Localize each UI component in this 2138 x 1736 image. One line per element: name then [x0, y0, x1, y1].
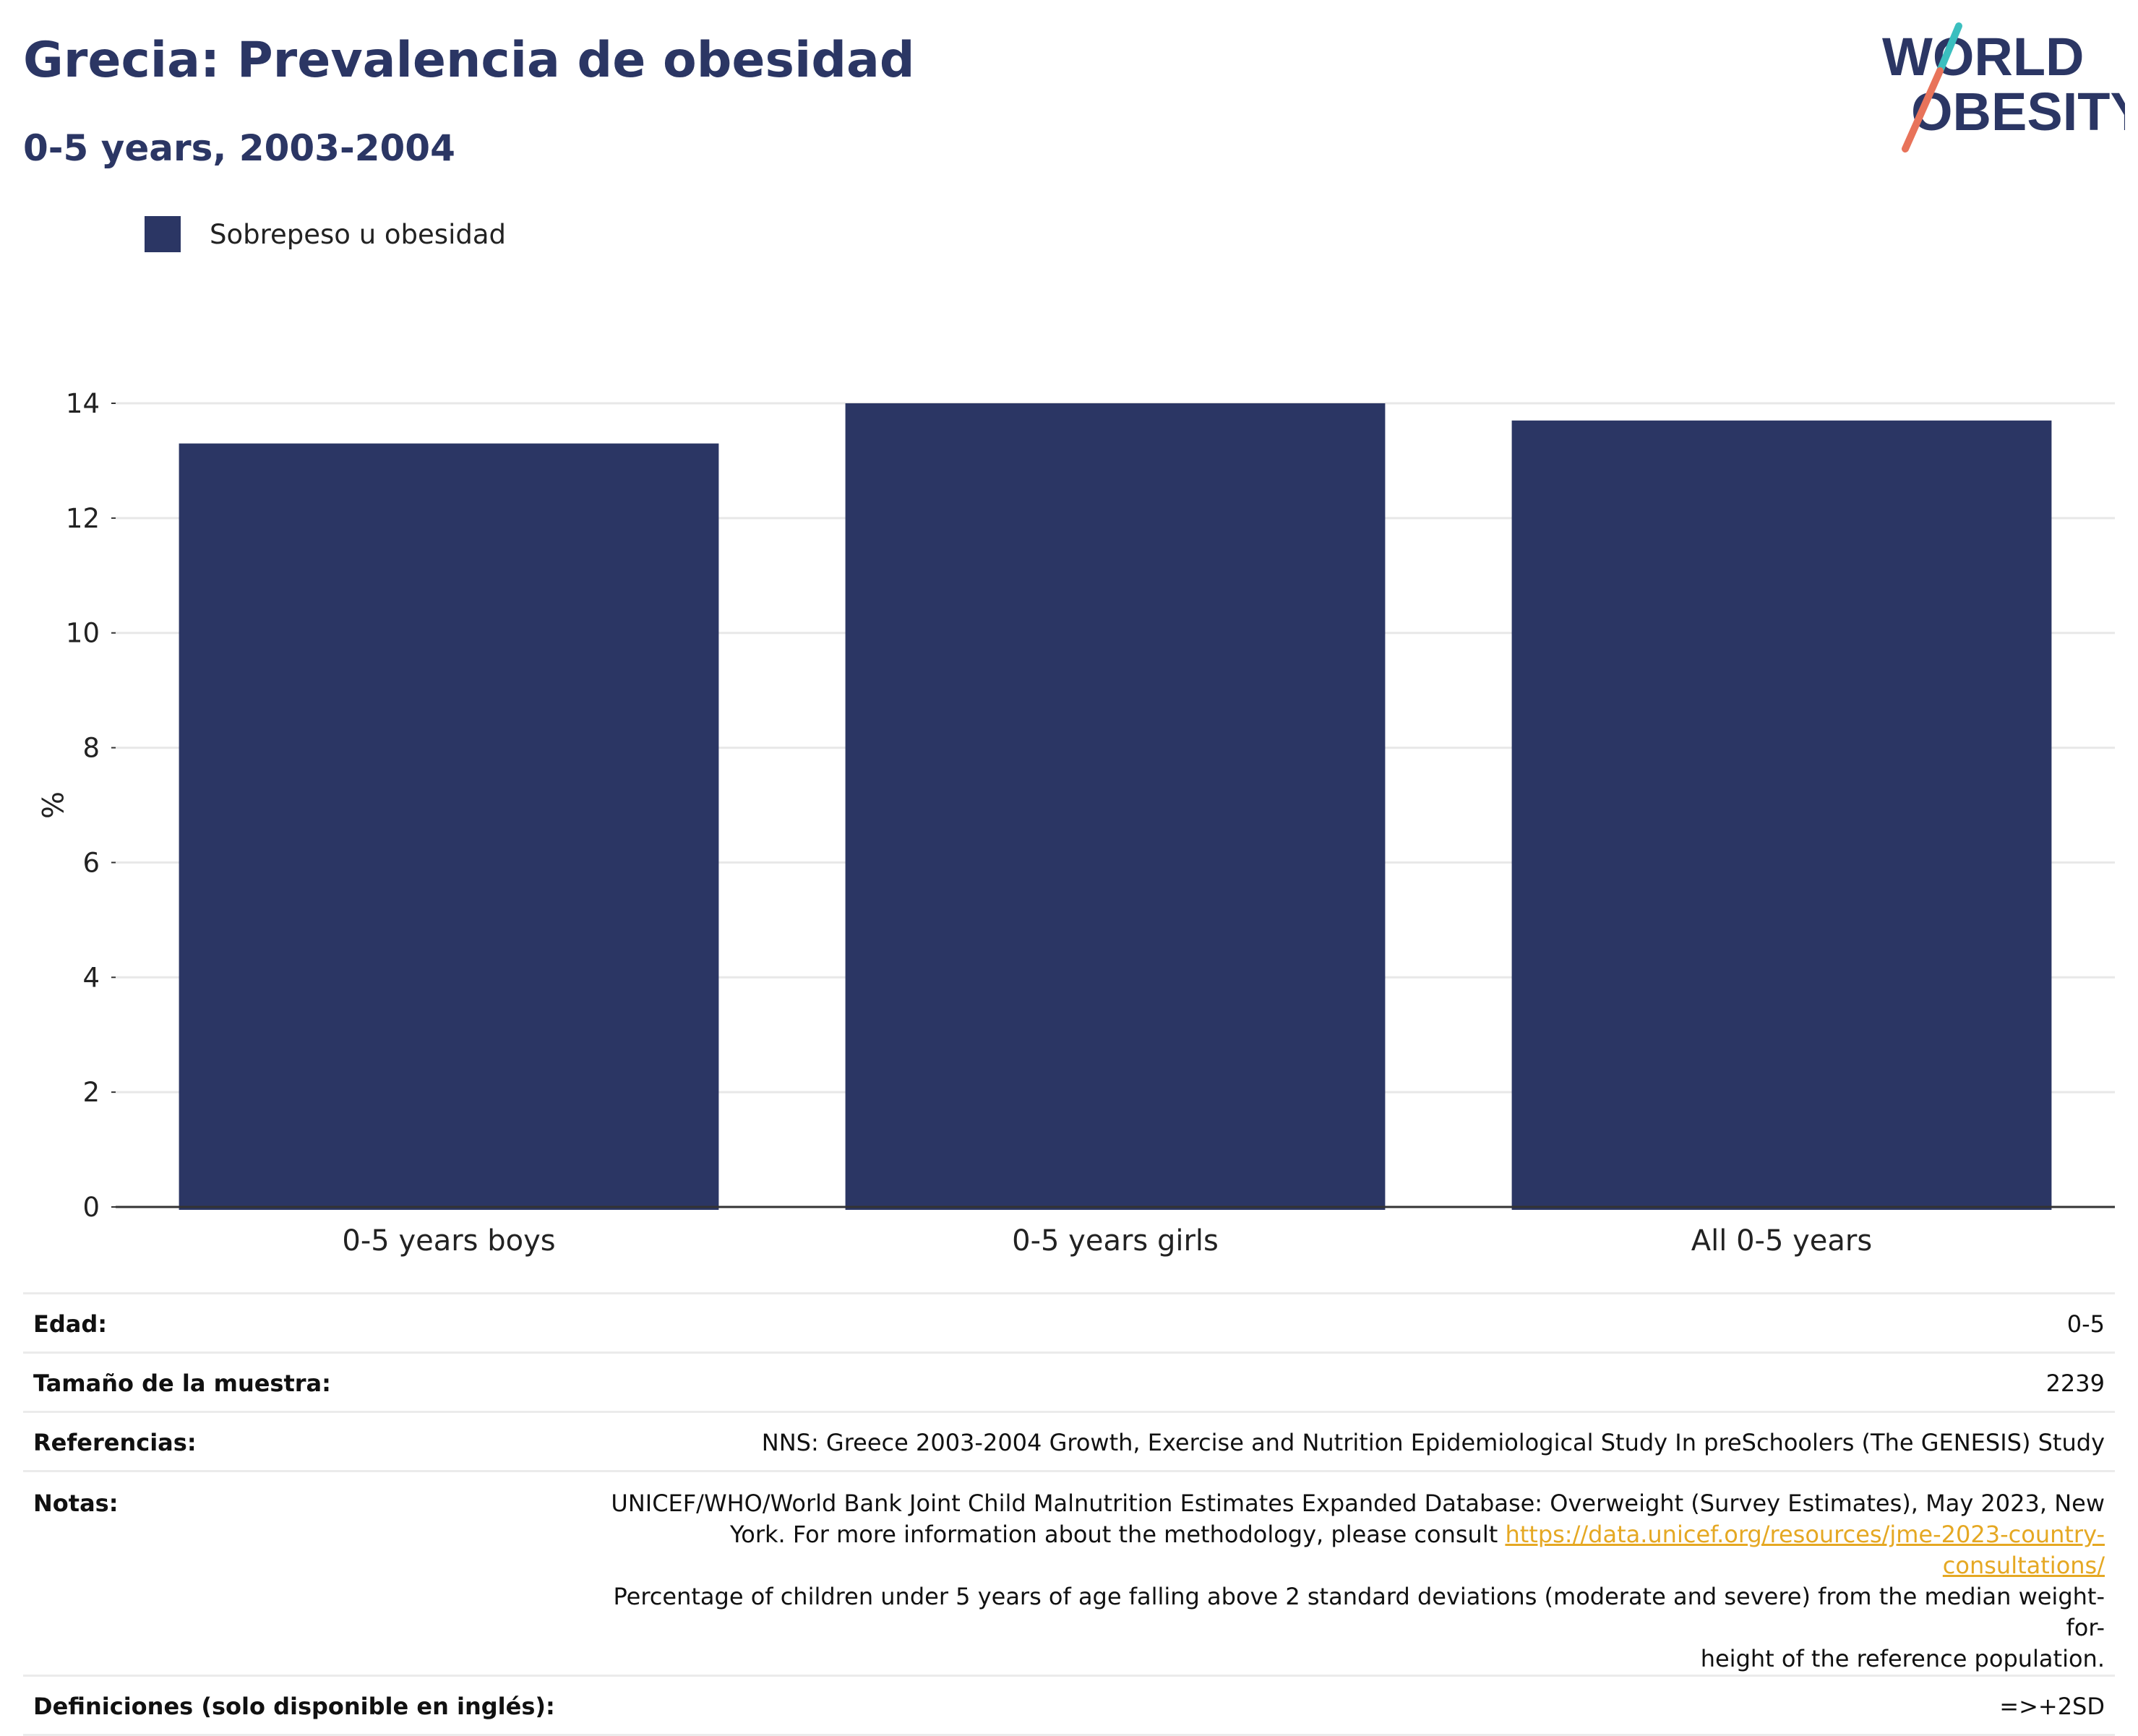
age-value: 0-5 — [564, 1292, 2115, 1353]
methodology-link[interactable]: https://data.unicef.org/resources/jme-20… — [1505, 1521, 2105, 1579]
bar — [179, 443, 719, 1210]
y-tick-label: 0 — [82, 1192, 100, 1223]
info-row-age: Edad: 0-5 — [23, 1292, 2115, 1353]
bar — [1511, 420, 2052, 1210]
y-tick-label: 6 — [82, 847, 100, 878]
y-tick-label: 12 — [66, 503, 100, 534]
info-row-definitions: Definiciones (solo disponible en inglés)… — [23, 1675, 2115, 1736]
legend-label: Sobrepeso u obesidad — [210, 218, 506, 250]
notes-label: Notas: — [23, 1470, 565, 1676]
bar — [845, 403, 1386, 1210]
references-label: Referencias: — [23, 1411, 565, 1471]
chart-title: Grecia: Prevalencia de obesidad — [23, 32, 915, 89]
info-row-sample: Tamaño de la muestra: 2239 — [23, 1352, 2115, 1412]
info-table: Edad: 0-5 Tamaño de la muestra: 2239 Ref… — [23, 1292, 2115, 1736]
notes-line-2-text: York. For more information about the met… — [729, 1521, 1506, 1548]
notes-line-3: Percentage of children under 5 years of … — [613, 1583, 2105, 1641]
references-value: NNS: Greece 2003-2004 Growth, Exercise a… — [564, 1411, 2115, 1471]
definitions-value: =>+2SD — [564, 1675, 2115, 1736]
world-obesity-logo: WORLD OBESITY — [1882, 22, 2125, 152]
notes-line-4: height of the reference population. — [1700, 1645, 2105, 1672]
bar-chart: 0 2 4 6 8 10 12 14 0-5 years boys 0-5 years girl… — [35, 388, 2115, 1258]
x-tick-label: 0-5 years girls — [1012, 1224, 1219, 1258]
age-label: Edad: — [23, 1292, 565, 1353]
sample-size-label: Tamaño de la muestra: — [23, 1352, 565, 1412]
bars — [179, 403, 2052, 1210]
chart-subtitle: 0-5 years, 2003-2004 — [23, 127, 455, 169]
y-axis-ticks: 0 2 4 6 8 10 12 14 — [66, 388, 116, 1223]
logo-slash-teal — [1936, 22, 1962, 74]
info-row-references: Referencias: NNS: Greece 2003-2004 Growt… — [23, 1411, 2115, 1471]
legend-swatch — [145, 216, 181, 252]
definitions-label: Definiciones (solo disponible en inglés)… — [23, 1675, 565, 1736]
x-axis-ticks: 0-5 years boys 0-5 years girls All 0-5 yea… — [342, 1224, 1872, 1258]
y-tick-label: 10 — [66, 618, 100, 649]
y-tick-label: 8 — [82, 733, 100, 764]
notes-value: UNICEF/WHO/World Bank Joint Child Malnut… — [564, 1470, 2115, 1676]
notes-line-2: York. For more information about the met… — [575, 1519, 2105, 1581]
y-tick-label: 4 — [82, 962, 100, 993]
legend: Sobrepeso u obesidad — [145, 214, 506, 254]
x-tick-label: All 0-5 years — [1691, 1224, 1872, 1258]
sample-size-value: 2239 — [564, 1352, 2115, 1412]
logo-line1: WORLD — [1882, 27, 2085, 87]
logo-line2: OBESITY — [1911, 82, 2125, 142]
info-row-notes: Notas: UNICEF/WHO/World Bank Joint Child… — [23, 1470, 2115, 1676]
y-tick-label: 2 — [82, 1077, 100, 1108]
x-tick-label: 0-5 years boys — [342, 1224, 555, 1258]
notes-line-1: UNICEF/WHO/World Bank Joint Child Malnut… — [611, 1490, 2105, 1517]
y-axis-label: % — [35, 791, 68, 819]
y-tick-label: 14 — [66, 388, 100, 419]
logo-slash-coral — [1902, 67, 1944, 152]
